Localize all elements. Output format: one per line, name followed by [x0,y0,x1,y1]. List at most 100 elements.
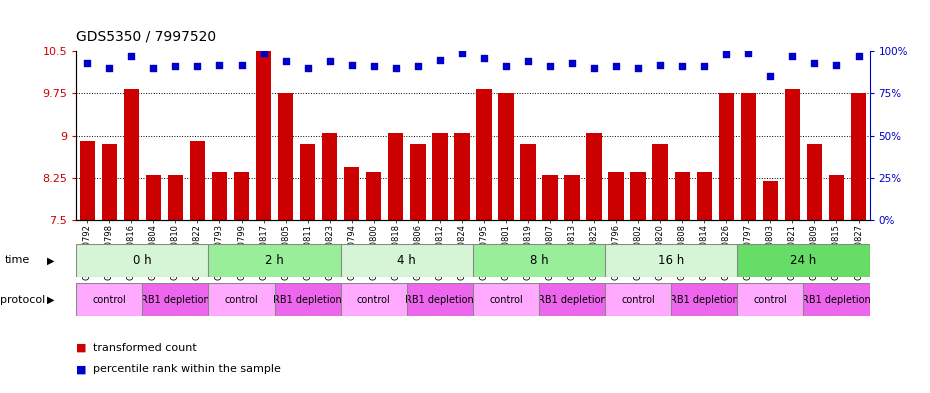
Bar [829,175,844,220]
Bar [737,283,804,316]
Bar [472,244,605,277]
Point [609,63,624,70]
Point [322,58,337,64]
Bar [565,175,579,220]
Bar [671,283,737,316]
Bar [167,175,183,220]
Text: 2 h: 2 h [265,254,284,267]
Bar [101,144,117,220]
Point [476,55,491,61]
Point [542,63,557,70]
Bar [697,172,712,220]
Point [300,65,315,71]
Text: control: control [225,295,259,305]
Bar [608,172,624,220]
Point [565,60,579,66]
Bar [740,93,756,220]
Text: percentile rank within the sample: percentile rank within the sample [93,364,281,375]
Point [432,56,447,62]
Bar [674,172,690,220]
Bar [208,283,274,316]
Point [587,65,602,71]
Text: control: control [92,295,126,305]
Point [102,65,117,71]
Text: ▶: ▶ [47,295,55,305]
Point [80,60,95,66]
Point [807,60,822,66]
Text: 16 h: 16 h [658,254,684,267]
Point [697,63,711,70]
Bar [653,144,668,220]
Point [785,53,800,59]
Bar [233,172,249,220]
Point [146,65,161,71]
Text: RB1 depletion: RB1 depletion [802,295,870,305]
Text: GDS5350 / 7997520: GDS5350 / 7997520 [76,29,217,43]
Bar [520,144,536,220]
Bar [719,93,734,220]
Bar [278,93,293,220]
Bar [190,141,206,220]
Point [344,61,359,68]
Point [234,61,249,68]
Text: ■: ■ [76,364,86,375]
Bar [344,167,359,220]
Bar [76,244,208,277]
Bar [539,283,605,316]
Text: RB1 depletion: RB1 depletion [405,295,474,305]
Bar [804,283,870,316]
Point [631,65,645,71]
Point [410,63,425,70]
Text: RB1 depletion: RB1 depletion [670,295,738,305]
Bar [274,283,340,316]
Point [455,50,470,56]
Text: transformed count: transformed count [93,343,197,353]
Text: time: time [5,255,30,265]
Bar [299,144,315,220]
Bar [366,172,381,220]
Point [256,50,271,56]
Bar [340,283,406,316]
Bar [542,175,558,220]
Bar [476,89,492,220]
Bar [763,181,778,220]
Bar [124,89,140,220]
Point [851,53,866,59]
Text: 24 h: 24 h [790,254,817,267]
Text: protocol: protocol [0,295,46,305]
Bar [806,144,822,220]
Bar [498,93,513,220]
Bar [587,133,602,220]
Point [763,73,777,79]
Point [741,50,756,56]
Bar [851,93,866,220]
Text: control: control [753,295,788,305]
Point [829,61,844,68]
Bar [142,283,208,316]
Text: control: control [489,295,523,305]
Point [278,58,293,64]
Text: ■: ■ [76,343,86,353]
Bar [212,172,227,220]
Point [168,63,183,70]
Bar [256,51,272,220]
Point [366,63,381,70]
Text: 8 h: 8 h [530,254,549,267]
Point [212,61,227,68]
Bar [410,144,426,220]
Text: 4 h: 4 h [397,254,416,267]
Point [653,61,668,68]
Bar [472,283,539,316]
Bar [406,283,472,316]
Bar [454,133,470,220]
Bar [340,244,472,277]
Point [675,63,690,70]
Bar [785,89,800,220]
Text: control: control [357,295,391,305]
Text: ▶: ▶ [47,255,55,265]
Text: RB1 depletion: RB1 depletion [141,295,210,305]
Bar [737,244,870,277]
Bar [631,172,646,220]
Text: control: control [621,295,655,305]
Point [190,63,205,70]
